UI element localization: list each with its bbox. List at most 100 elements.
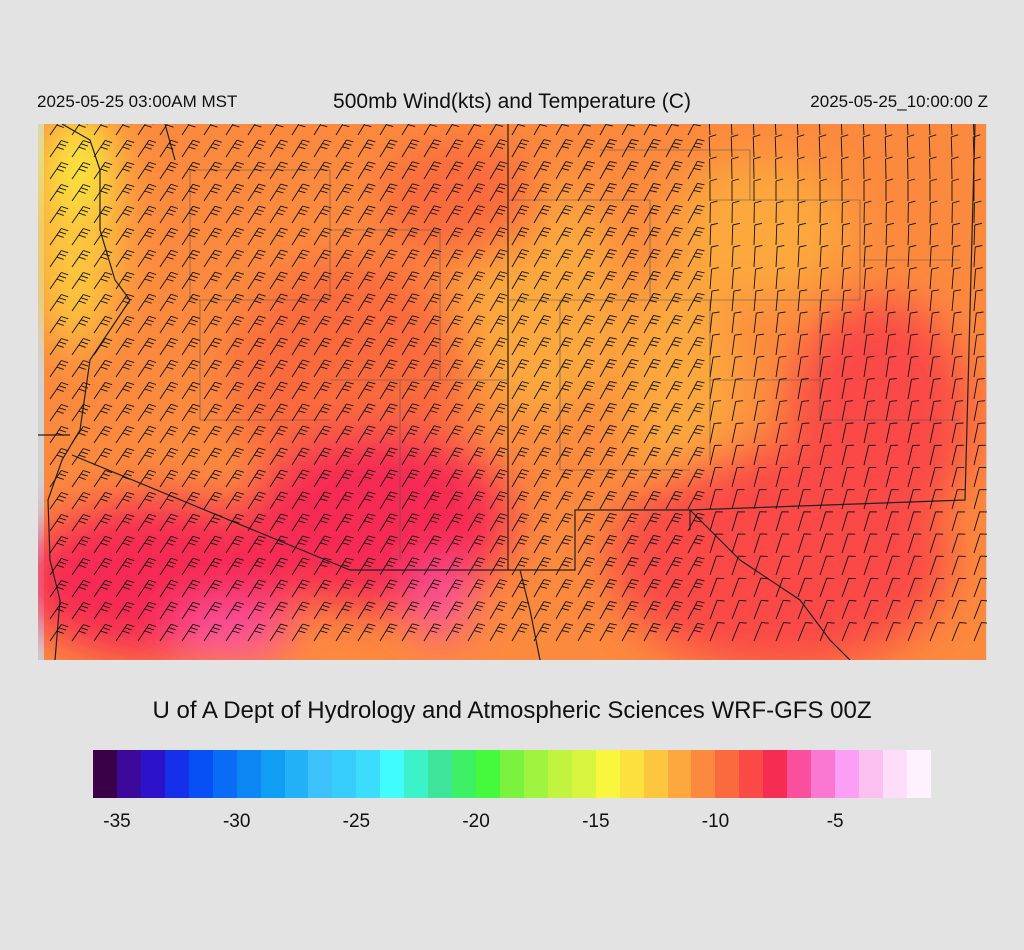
wind-barb	[203, 205, 222, 224]
wind-barb	[379, 205, 398, 224]
wind-barb	[49, 140, 69, 158]
wind-barb	[203, 601, 222, 620]
wind-barb	[621, 579, 639, 598]
wind-barb	[335, 535, 354, 554]
wind-barb	[445, 491, 464, 510]
wind-barb	[401, 491, 420, 510]
wind-barb	[335, 315, 354, 334]
wind-barb	[775, 466, 789, 488]
wind-barb	[973, 222, 983, 246]
wind-barb	[863, 400, 876, 422]
wind-barb	[907, 244, 917, 268]
wind-barb	[599, 161, 617, 180]
wind-barb	[621, 205, 639, 224]
wind-barb	[291, 557, 310, 576]
wind-barb	[709, 355, 721, 378]
wind-barb	[489, 124, 504, 136]
wind-barb	[555, 623, 574, 642]
wind-barb	[335, 491, 354, 510]
wind-barb	[775, 378, 787, 400]
local-time-label: 2025-05-25 03:00AM MST	[37, 92, 238, 111]
wind-barb	[753, 599, 769, 620]
colorbar-swatch	[643, 750, 668, 798]
wind-barb	[115, 601, 135, 620]
wind-barb	[818, 134, 827, 158]
wind-barb	[291, 491, 310, 510]
wind-barb	[467, 557, 486, 576]
wind-barb	[225, 183, 244, 202]
wind-barb	[687, 226, 705, 246]
wind-barb	[841, 333, 852, 356]
wind-barb	[71, 360, 91, 378]
wind-barb	[599, 183, 617, 202]
wind-barb	[973, 355, 985, 378]
colorbar-swatch	[859, 750, 883, 798]
wind-barb	[709, 267, 719, 290]
wind-barb	[973, 422, 986, 444]
wind-barb	[665, 204, 683, 224]
wind-barb	[533, 271, 552, 290]
wind-barb	[313, 315, 332, 334]
wind-barb	[555, 469, 574, 488]
wind-barb	[93, 359, 113, 378]
wind-barb	[665, 248, 683, 268]
wind-barb	[335, 381, 354, 400]
wind-barb	[599, 601, 617, 620]
wind-barb	[687, 292, 705, 312]
wind-barb	[423, 293, 442, 312]
wind-barb	[533, 205, 552, 224]
wind-barb	[115, 337, 135, 356]
wind-barb	[401, 469, 420, 488]
wind-barb	[533, 337, 552, 356]
wind-barb	[335, 271, 354, 290]
wind-barb	[313, 535, 332, 554]
wind-barb	[357, 425, 376, 444]
wind-barb	[467, 535, 486, 554]
wind-barb	[445, 447, 464, 466]
wind-barb	[49, 382, 69, 400]
wind-barb	[555, 337, 574, 356]
wind-barb	[225, 315, 244, 334]
wind-barb	[247, 139, 266, 158]
colorbar-tick-label: -15	[582, 811, 610, 832]
wind-barb	[577, 227, 595, 246]
wind-barb	[555, 491, 574, 510]
wind-barb	[885, 156, 893, 180]
wind-barb	[203, 557, 222, 576]
wind-barb	[423, 557, 442, 576]
wind-barb	[599, 381, 617, 400]
wind-barb	[863, 533, 878, 554]
wind-barb	[929, 511, 944, 532]
wind-barb	[907, 333, 918, 356]
wind-barb	[577, 623, 595, 642]
wind-barb	[928, 124, 931, 136]
wind-barb	[467, 227, 486, 246]
wind-barb	[467, 601, 486, 620]
wind-barb	[159, 315, 179, 334]
wind-barb	[159, 447, 179, 466]
wind-barb	[885, 333, 896, 356]
wind-barb	[467, 161, 486, 180]
wind-barb	[511, 124, 526, 136]
wind-barb	[247, 205, 266, 224]
wind-barb	[884, 134, 893, 158]
wind-barb	[225, 381, 244, 400]
wind-barb	[269, 139, 288, 158]
wind-barb	[687, 358, 705, 378]
wind-barb	[643, 402, 661, 422]
wind-barb	[819, 244, 829, 268]
wind-barb	[797, 466, 811, 488]
colorbar-swatch	[691, 750, 716, 798]
wind-barb	[885, 466, 899, 488]
wind-barb	[335, 579, 354, 598]
wind-barb	[599, 359, 617, 378]
wind-barb	[313, 205, 332, 224]
wind-barb	[93, 623, 113, 642]
wind-barb	[907, 400, 920, 422]
wind-barb	[423, 337, 442, 356]
wind-barb	[379, 249, 398, 268]
wind-barb	[885, 422, 898, 444]
wind-barb	[93, 315, 113, 334]
wind-barb	[49, 426, 69, 444]
wind-barb	[907, 577, 923, 598]
